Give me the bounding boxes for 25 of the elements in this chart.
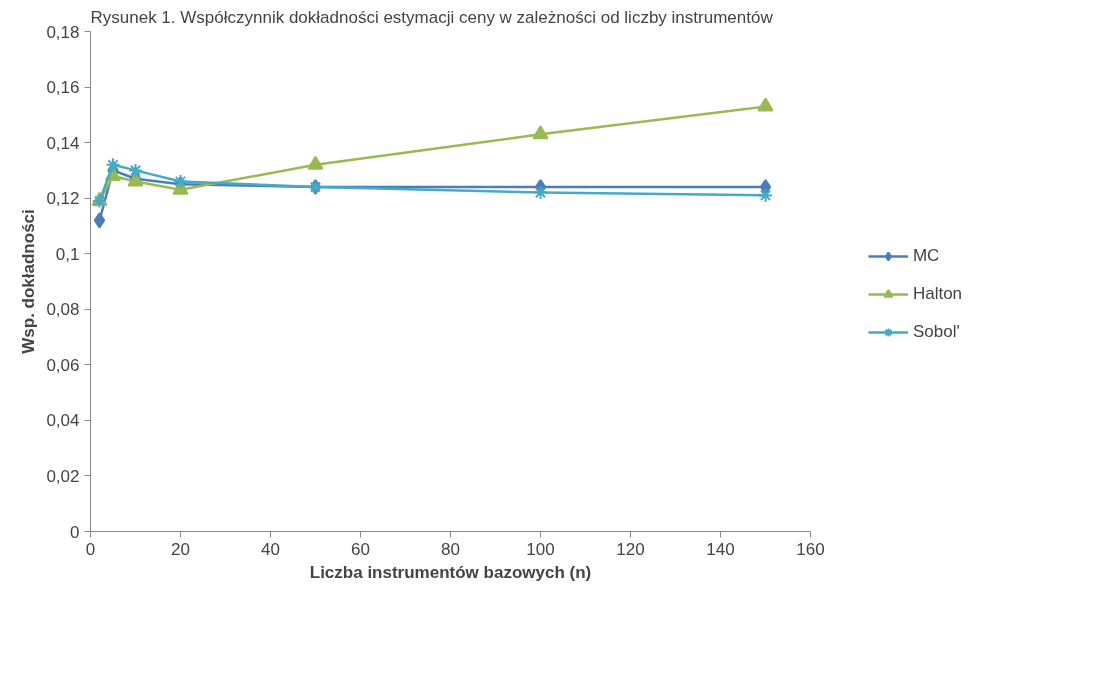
y-tick-label: 0,12	[46, 189, 80, 209]
y-tick-label: 0,16	[46, 78, 80, 98]
y-tick-label: 0,08	[46, 300, 80, 320]
y-tick-label: 0,14	[46, 133, 80, 153]
x-tick-label: 100	[526, 539, 555, 559]
y-tick-label: 0,1	[55, 244, 80, 264]
y-tick-label: 0,06	[46, 355, 80, 375]
x-tick-label: 120	[616, 539, 645, 559]
legend-label: MC	[912, 246, 940, 266]
legend-label: Sobol'	[912, 322, 960, 342]
chart-title: Rysunek 1. Współczynnik dokładności estymacji ceny w zależności od liczby instrumentów	[90, 7, 774, 27]
y-tick-label: 0	[70, 522, 80, 542]
y-axis-title: Wsp. dokładności	[19, 209, 39, 354]
y-tick-label: 0,18	[46, 22, 80, 42]
x-tick-label: 60	[351, 539, 370, 559]
y-tick-label: 0,04	[46, 411, 80, 431]
y-tick-label: 0,02	[46, 466, 80, 486]
x-tick-label: 160	[796, 539, 825, 559]
x-tick-label: 140	[706, 539, 735, 559]
x-tick-label: 0	[85, 539, 96, 559]
legend-label: Halton	[912, 284, 963, 304]
x-axis-title: Liczba instrumentów bazowych (n)	[309, 562, 592, 582]
x-tick-label: 80	[441, 539, 460, 559]
x-tick-label: 40	[261, 539, 280, 559]
x-tick-label: 20	[171, 539, 190, 559]
